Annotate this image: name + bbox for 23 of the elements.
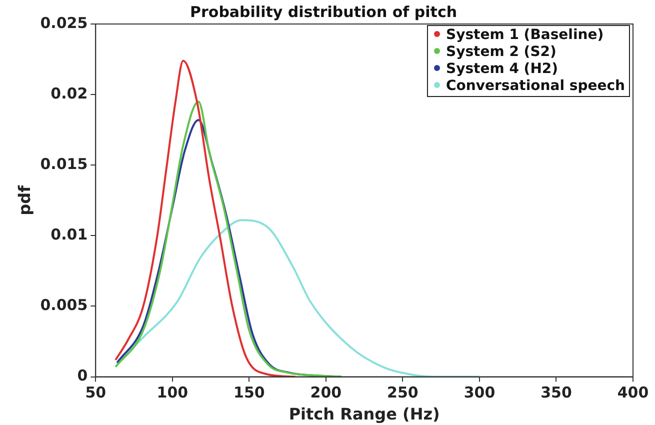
x-axis-title: Pitch Range (Hz) xyxy=(288,404,440,424)
y-tick-label: 0.005 xyxy=(40,296,88,314)
y-tick-label: 0 xyxy=(77,366,88,385)
x-tick-label: 250 xyxy=(387,384,418,402)
chart-title: Probability distribution of pitch xyxy=(190,2,458,21)
x-tick-label: 150 xyxy=(234,384,265,402)
x-tick-label: 50 xyxy=(85,384,106,402)
x-tick-label: 350 xyxy=(540,384,572,402)
y-axis-title: pdf xyxy=(14,184,34,216)
y-tick-label: 0.02 xyxy=(50,84,88,102)
y-tick-label: 0.025 xyxy=(40,14,88,32)
legend-label: System 4 (H2) xyxy=(446,61,558,77)
x-tick-label: 100 xyxy=(156,384,188,402)
x-tick-label: 300 xyxy=(464,384,496,402)
x-tick-label: 400 xyxy=(617,384,649,402)
legend-label: System 1 (Baseline) xyxy=(446,27,604,43)
legend-label: Conversational speech xyxy=(446,78,625,94)
line-series xyxy=(116,219,480,377)
y-tick-label: 0.015 xyxy=(40,155,88,174)
y-tick-label: 0.01 xyxy=(50,226,88,244)
legend-label: System 2 (S2) xyxy=(446,44,556,60)
line-series xyxy=(114,60,296,377)
x-tick-label: 200 xyxy=(310,384,342,402)
